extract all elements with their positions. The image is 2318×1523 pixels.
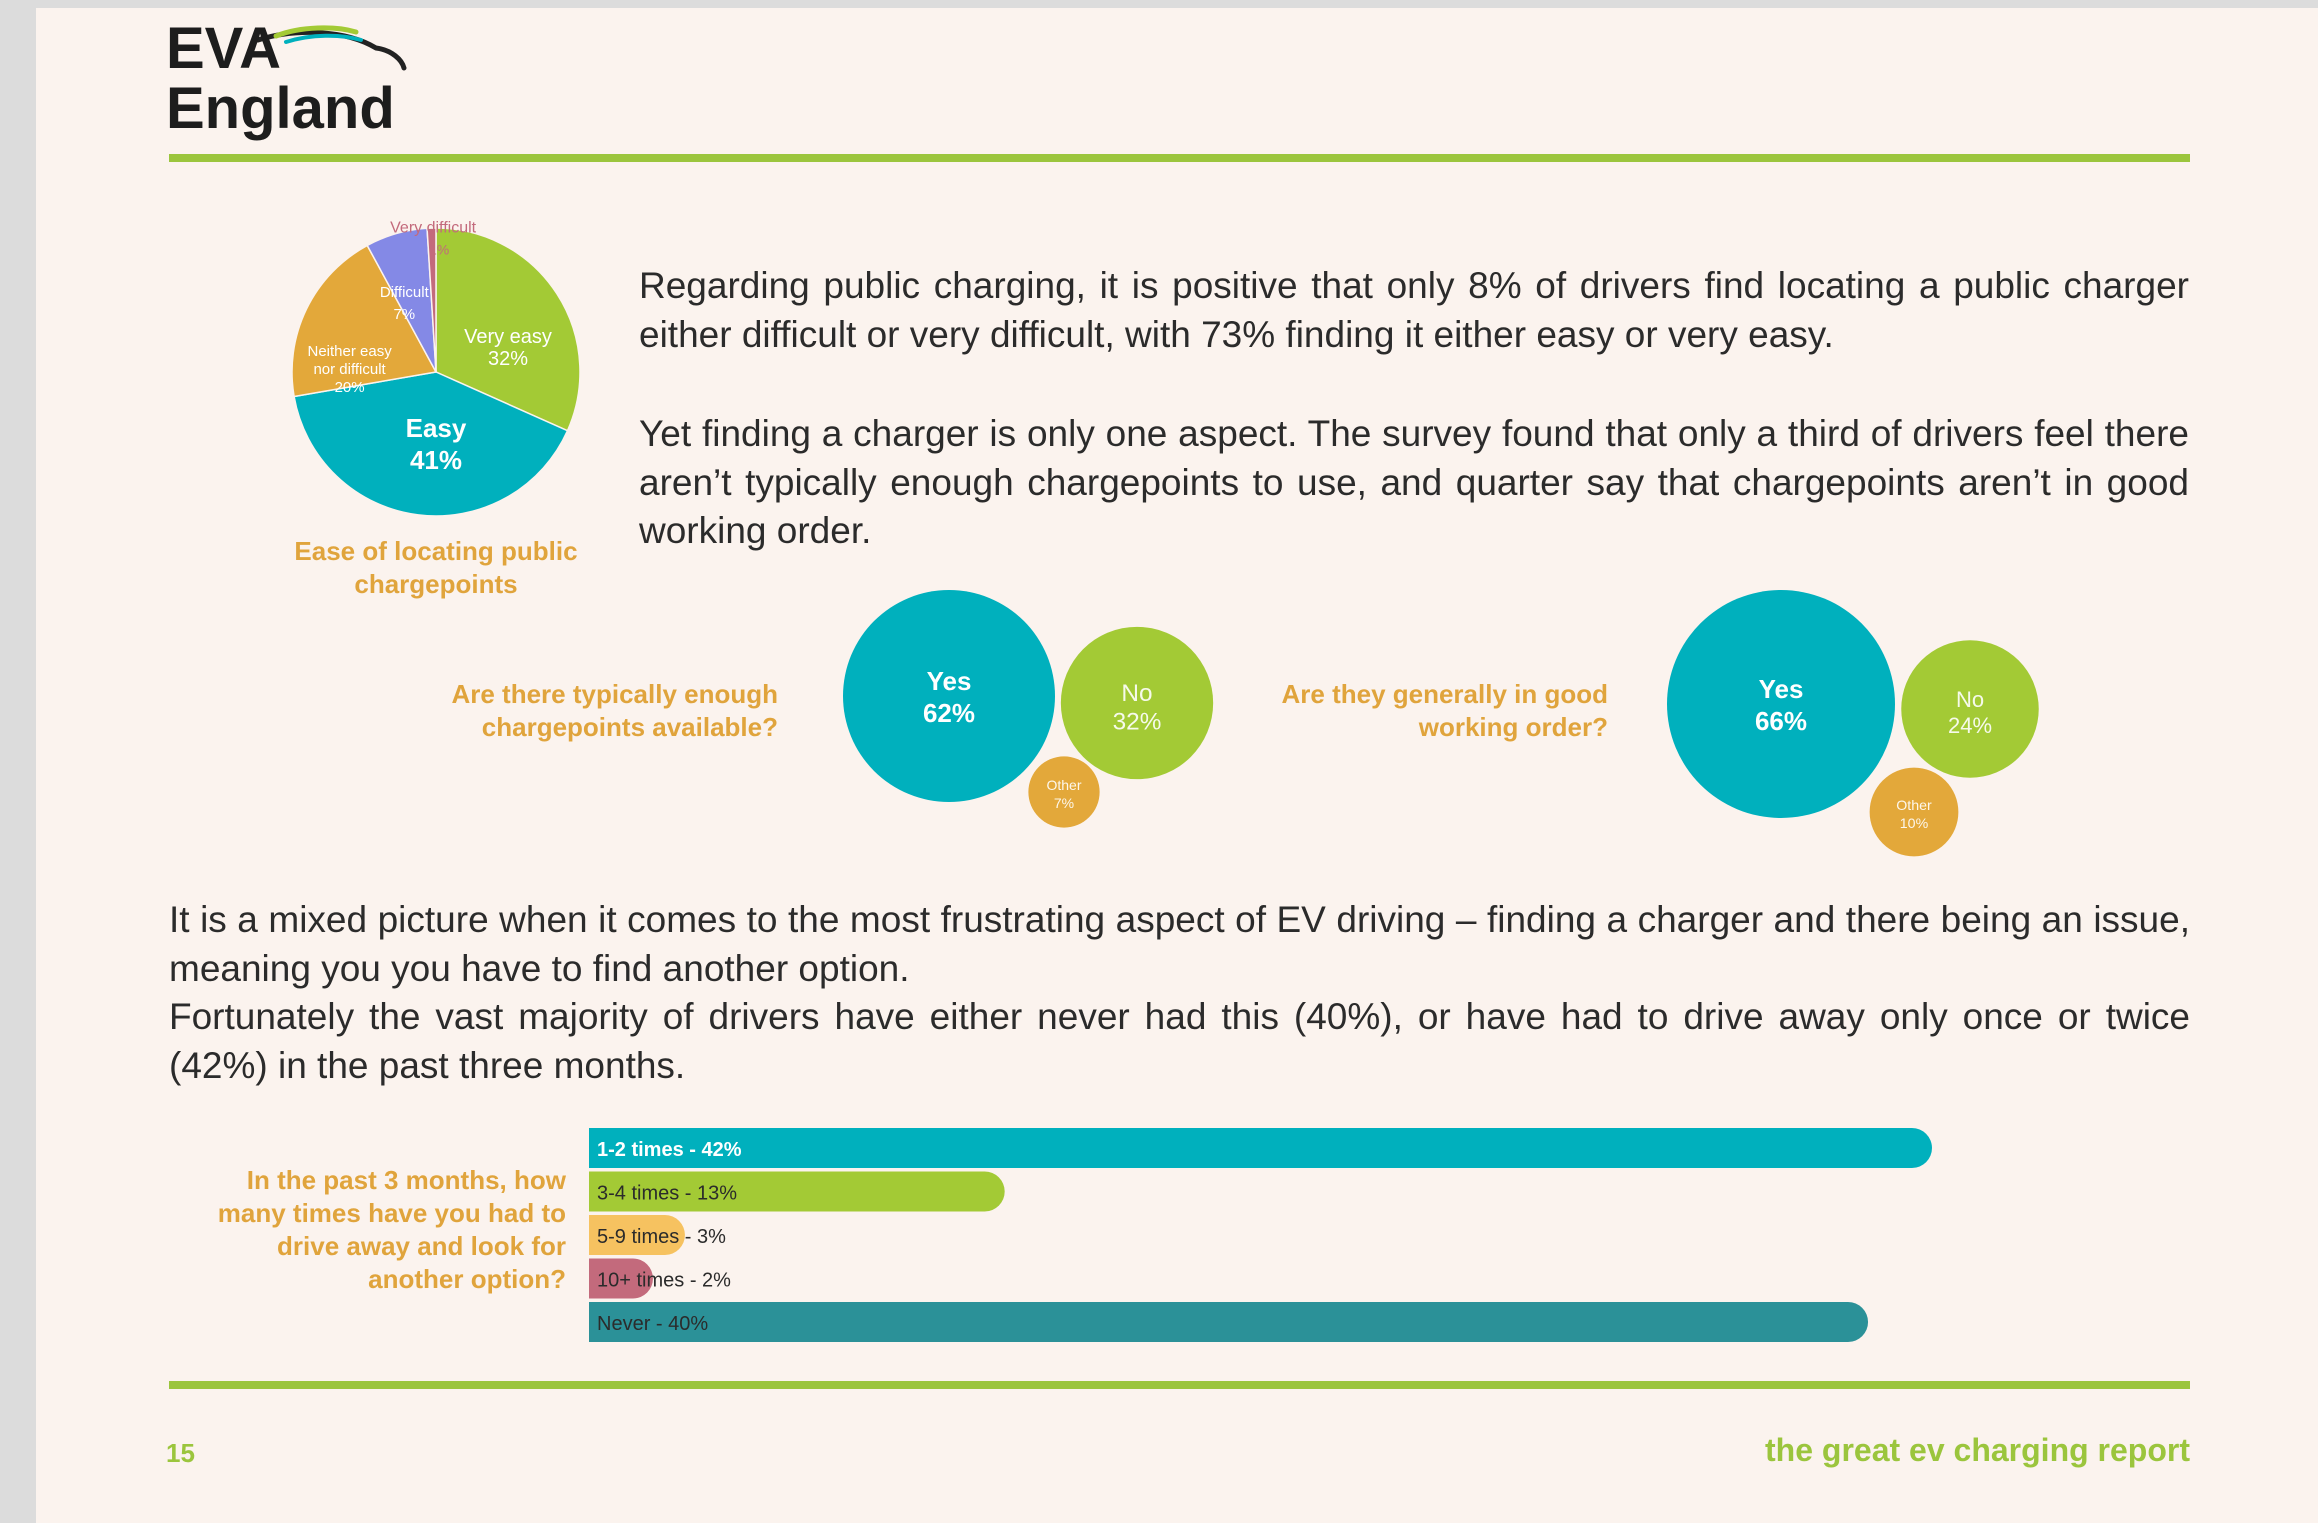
bubble-label-yes: Yes (927, 666, 972, 696)
bar-label-4: Never - 40% (597, 1313, 708, 1335)
pie-caption: Ease of locating public chargepoints (294, 536, 578, 599)
pie-label-difficult: Difficult (380, 284, 430, 301)
bar-3 (589, 1258, 653, 1299)
report-title: the great ev charging report (1765, 1432, 2190, 1468)
bubble-no (1901, 640, 2039, 778)
bottom-rule (169, 1381, 2190, 1389)
pie-label-very-easy: Very easy (464, 326, 552, 348)
mid-paragraph-2: Fortunately the vast majority of drivers… (169, 996, 2190, 1086)
bar-1 (589, 1171, 1005, 1212)
bars-caption: In the past 3 months, how many times hav… (217, 1165, 566, 1294)
logo-line2: England (166, 76, 395, 141)
pie-value-very-difficult: 1% (429, 242, 449, 258)
eva-england-logo: EVA England (166, 16, 407, 141)
pie-slice-easy (293, 371, 569, 517)
bubble-value-yes: 66% (1755, 706, 1807, 736)
bubbles1-caption: Are there typically enough chargepoints … (451, 679, 778, 742)
bubble-value-other: 10% (1900, 816, 1929, 832)
intro-paragraph-2: Yet finding a charger is only one aspect… (639, 413, 2189, 551)
pie-label-neither-line2: nor difficult (313, 361, 386, 378)
bubble-label-other: Other (1046, 777, 1081, 793)
pie-value-difficult: 7% (393, 306, 415, 323)
pie-value-very-easy: 32% (488, 348, 528, 370)
report-page: EVA England Very easy 32% Easy 41% Neither e… (36, 8, 2318, 1523)
bubble-label-no: No (1956, 687, 1984, 712)
bubble-value-other: 7% (1054, 795, 1074, 811)
pie-value-neither: 20% (335, 379, 365, 396)
bar-0 (589, 1128, 1932, 1168)
bar-label-3: 10+ times - 2% (597, 1270, 731, 1292)
bubble-label-other: Other (1896, 798, 1932, 814)
pie-slice-very-easy (435, 227, 581, 432)
bar-label-1: 3-4 times - 13% (597, 1183, 737, 1205)
bubble-yes (843, 590, 1055, 802)
bubble-no (1060, 626, 1214, 780)
intro-paragraph-1: Regarding public charging, it is positiv… (639, 265, 2189, 355)
top-rule (169, 154, 2190, 162)
drive-away-bar-chart: 1-2 times - 42% 3-4 times - 13% 5-9 times … (589, 1128, 1932, 1342)
bubble-yes (1667, 590, 1895, 818)
bar-label-2: 5-9 times - 3% (597, 1226, 726, 1248)
bubble-value-yes: 62% (923, 698, 975, 728)
pie-label-very-difficult: Very difficult (390, 220, 477, 237)
bubble-value-no: 32% (1113, 708, 1162, 735)
pie-label-neither-line1: Neither easy (307, 343, 392, 360)
bubble-other (1028, 756, 1100, 828)
mid-paragraph-1: It is a mixed picture when it comes to t… (169, 899, 2190, 989)
bubble-label-no: No (1121, 680, 1152, 707)
bubble-label-yes: Yes (1759, 674, 1804, 704)
bar-label-0: 1-2 times - 42% (597, 1139, 742, 1161)
bar-2 (589, 1215, 685, 1255)
bubble-other (1869, 767, 1959, 857)
pie-slice-very-difficult (426, 227, 437, 373)
pie-slice-neither-easy-nor-difficult (291, 244, 438, 398)
page-number: 15 (166, 1438, 195, 1468)
bar-4 (589, 1302, 1869, 1342)
logo-line1: EVA (166, 16, 281, 81)
bubbles2-caption: Are they generally in good working order… (1281, 679, 1608, 742)
pie-value-easy: 41% (410, 445, 462, 475)
bubble-value-no: 24% (1948, 713, 1992, 738)
pie-label-easy: Easy (406, 413, 467, 443)
